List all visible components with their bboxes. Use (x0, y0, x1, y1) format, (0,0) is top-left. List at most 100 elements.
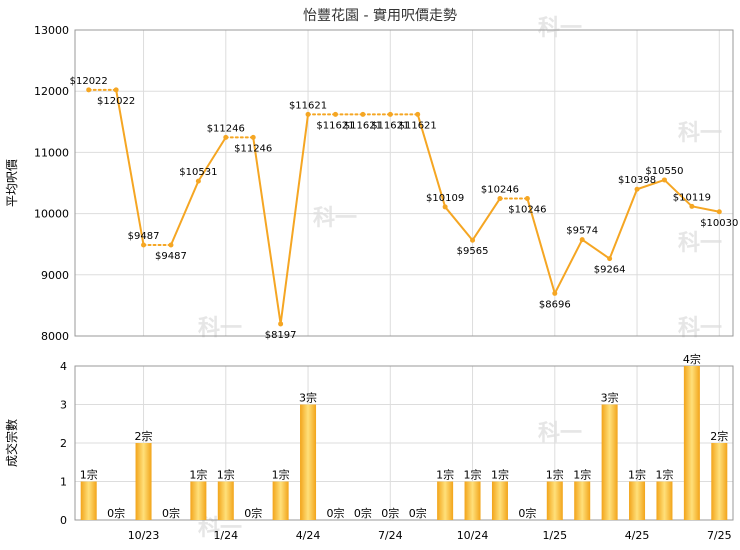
bar-value-label: 0宗 (518, 506, 536, 520)
price-line-point (634, 186, 640, 192)
price-data-label: $11621 (289, 100, 327, 111)
price-data-label: $12022 (70, 76, 108, 87)
price-line-points (86, 87, 722, 327)
price-line-segment (416, 113, 447, 208)
x-tick-label: 1/24 (213, 529, 238, 542)
price-data-label: $11246 (207, 123, 245, 134)
bar-value-label: 1宗 (272, 468, 290, 482)
top-chart-y-axis-label: 平均呎價 (5, 159, 19, 207)
bar-value-label: 2宗 (710, 429, 728, 443)
bar-value-label: 0宗 (244, 506, 262, 520)
x-tick-label: 7/25 (707, 529, 732, 542)
price-data-label: $8696 (539, 299, 571, 310)
transaction-bar (464, 481, 481, 520)
x-tick-label: 4/24 (296, 529, 321, 542)
bar-value-label: 4宗 (683, 352, 701, 366)
transaction-bar (135, 443, 152, 520)
transaction-bar (80, 481, 97, 520)
transaction-bar (601, 404, 618, 520)
transaction-bar (300, 404, 317, 520)
bar-value-label: 2宗 (135, 429, 153, 443)
price-line-segment (526, 197, 556, 295)
bar-value-label: 1宗 (189, 468, 207, 482)
price-line-point (497, 196, 503, 202)
transaction-bar (272, 481, 289, 520)
price-data-labels: $12022 $12022 $9487 $9487 $10531 $11246 $11246… (70, 76, 739, 341)
price-line-point (223, 134, 229, 140)
bar-value-label: 1宗 (546, 468, 564, 482)
bottom-y-tick-label: 3 (60, 399, 67, 412)
watermark-text: 科一 (678, 316, 722, 341)
x-tick-label: 7/24 (378, 529, 403, 542)
price-line-segment (581, 238, 611, 260)
price-data-label: $12022 (97, 96, 135, 107)
bottom-chart-y-tick-labels: 0 1 2 3 4 (60, 360, 67, 527)
price-line-point (195, 178, 201, 184)
transaction-bar (190, 481, 207, 520)
watermark-text: 科一 (198, 316, 242, 341)
bar-value-label: 3宗 (299, 391, 317, 405)
price-line-segment (553, 238, 584, 295)
watermark-text: 科一 (678, 121, 722, 146)
bottom-chart-y-axis-label: 成交宗數 (4, 419, 19, 467)
bar-value-label: 0宗 (326, 506, 344, 520)
transaction-bar (217, 481, 234, 520)
watermark-text: 科一 (538, 16, 582, 41)
bar-value-label: 1宗 (436, 468, 454, 482)
bar-value-label: 1宗 (655, 468, 673, 482)
top-y-tick-label: 12000 (34, 85, 69, 98)
price-line-segment (471, 197, 501, 242)
price-line-segment (279, 113, 310, 325)
price-data-label: $10109 (426, 193, 464, 204)
price-line-point (332, 111, 338, 117)
bar-value-label: 1宗 (80, 468, 98, 482)
bar-value-label: 1宗 (573, 468, 591, 482)
price-line-point (716, 209, 722, 215)
price-line-segment (252, 136, 282, 325)
price-line-point (607, 256, 613, 262)
x-tick-label: 10/23 (128, 529, 160, 542)
transaction-bars (80, 366, 728, 520)
top-chart-y-tick-labels: 8000 9000 10000 11000 12000 13000 (34, 24, 69, 343)
price-line-segment (608, 188, 639, 260)
price-data-label: $8197 (265, 330, 297, 341)
price-line-point (387, 111, 393, 117)
price-data-label: $11621 (399, 120, 437, 131)
chart-title: 怡豐花園 - 實用呎價走勢 (303, 7, 457, 24)
bottom-y-tick-label: 0 (60, 514, 67, 527)
price-line-point (305, 111, 311, 117)
bar-value-label: 0宗 (409, 506, 427, 520)
price-line-point (360, 111, 366, 117)
x-tick-label: 1/25 (542, 529, 567, 542)
bottom-chart-frame (74, 365, 734, 521)
price-line-point (250, 134, 256, 140)
price-data-label: $11246 (234, 143, 272, 154)
price-data-label: $10030 (700, 218, 738, 229)
price-data-label: $10550 (645, 166, 683, 177)
top-chart-frame (74, 29, 734, 337)
price-line-segment (197, 136, 227, 183)
top-y-tick-label: 10000 (34, 208, 69, 221)
price-data-label: $11621 (316, 120, 354, 131)
price-data-label: $9264 (594, 265, 626, 276)
transaction-bar (629, 481, 646, 520)
bar-value-label: 1宗 (491, 468, 509, 482)
price-line-segment (690, 205, 721, 213)
transaction-bar (491, 481, 508, 520)
price-line-segment (636, 178, 666, 191)
top-y-tick-label: 8000 (41, 330, 69, 343)
watermark-text: 科一 (678, 231, 722, 256)
price-line-segment (115, 88, 145, 246)
watermark-text: 科一 (538, 421, 582, 446)
price-data-label: $10119 (673, 192, 711, 203)
transaction-bar (656, 481, 673, 520)
price-line-point (168, 242, 174, 248)
bar-value-label: 1宗 (217, 468, 235, 482)
price-data-label: $9487 (128, 231, 160, 242)
price-line-point (524, 196, 530, 202)
price-line-point (661, 177, 667, 183)
price-line-series (87, 88, 721, 325)
watermark-text: 科一 (313, 206, 357, 231)
price-data-label: $10531 (179, 167, 217, 178)
